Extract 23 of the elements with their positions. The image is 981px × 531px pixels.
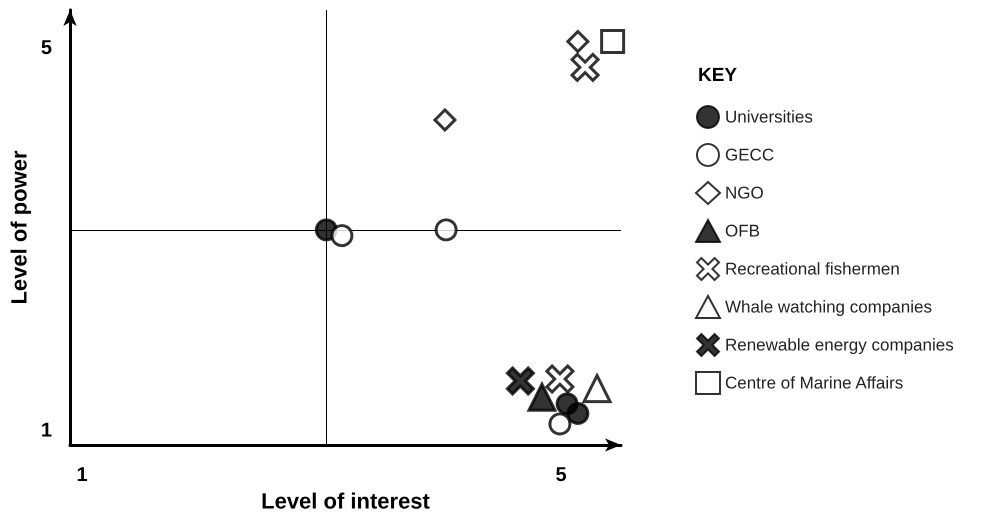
legend-title: KEY (698, 65, 738, 86)
point (600, 29, 626, 54)
point (545, 364, 574, 394)
legend-label: Universities (725, 108, 813, 126)
point (330, 224, 354, 248)
point (570, 52, 600, 82)
point (582, 374, 612, 404)
legend-label: OFB (725, 222, 760, 240)
legend-label: GECC (725, 146, 774, 164)
point (566, 30, 590, 54)
y-axis-title: Level of power (6, 150, 32, 305)
legend-label: NGO (725, 184, 764, 202)
point (548, 412, 572, 436)
legend-label: Renewable energy companies (725, 336, 954, 354)
legend-label: Whale watching companies (725, 298, 932, 316)
point (434, 218, 458, 242)
point (506, 366, 535, 396)
point (566, 402, 590, 425)
point (527, 382, 556, 412)
legend-label: Centre of Marine Affairs (725, 374, 904, 392)
x-axis-title: Level of interest (261, 488, 431, 514)
legend-label: Recreational fishermen (725, 260, 900, 278)
point (433, 108, 456, 132)
